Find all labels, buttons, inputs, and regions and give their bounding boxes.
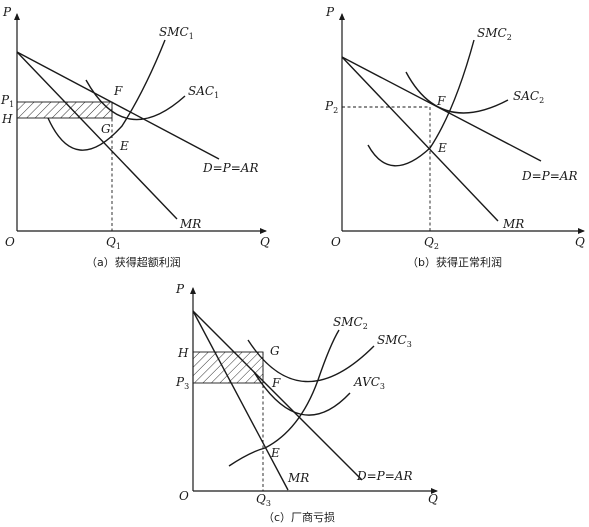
panel-c-mr-label: MR <box>287 471 309 485</box>
panel-c-origin-label: O <box>179 489 189 503</box>
panel-a-quantity-label: Q1 <box>106 235 121 251</box>
panel-b-demand-label: D=P=AR <box>521 169 578 183</box>
panel-c-caption: （c）厂商亏损 <box>263 510 335 524</box>
panel-c-axis-q-label: Q <box>428 492 438 506</box>
panel-a-smc-curve <box>47 39 166 151</box>
panel-c: P Q O SMC2 SMC3 AVC3 D=P=AR MR G F E H P… <box>175 282 438 524</box>
panel-c-price-label: P3 <box>175 375 189 391</box>
panel-a-point-f: F <box>113 84 123 98</box>
panel-c-avc-label: AVC3 <box>353 375 385 391</box>
panel-a-demand-curve <box>16 51 220 160</box>
panel-c-point-f: F <box>271 376 281 390</box>
panel-b-mr-curve <box>341 56 499 222</box>
panel-c-quantity-label: Q3 <box>256 492 271 508</box>
panel-b-axis-p-label: P <box>325 5 335 19</box>
panel-b-mr-label: MR <box>502 217 524 231</box>
panel-a-price-label: P1 <box>0 93 14 109</box>
panel-c-point-g: G <box>270 344 280 358</box>
panel-c-avc-curve <box>253 371 351 416</box>
panel-b-point-e: E <box>437 141 447 155</box>
panel-c-smc-curve <box>228 329 340 467</box>
panel-a-caption: （a）获得超额利润 <box>86 255 181 269</box>
panel-c-mr-curve <box>192 310 289 491</box>
panel-a-point-g: G <box>101 122 111 136</box>
panel-b-caption: （b）获得正常利润 <box>407 255 502 269</box>
panel-c-demand-curve <box>192 310 363 481</box>
panel-c-cost-label: H <box>177 346 189 360</box>
panel-c-point-e: E <box>270 446 280 460</box>
panel-a-profit-area <box>16 101 113 119</box>
panel-b: P Q O SMC2 SAC2 D=P=AR MR F E P2 Q2 （b）获… <box>324 5 585 269</box>
panel-a-sac-curve <box>85 79 186 121</box>
panel-a: P Q O SMC1 SAC1 D=P=AR MR F G E P1 H Q1 … <box>0 5 270 269</box>
panel-b-price-label: P2 <box>324 99 338 115</box>
panel-a-sac-label: SAC1 <box>188 84 219 100</box>
panel-c-loss-area <box>192 351 264 384</box>
panel-b-sac-curve <box>405 71 509 114</box>
panel-a-axis-p-label: P <box>2 5 12 19</box>
panel-b-smc-label: SMC2 <box>477 26 512 42</box>
panel-a-mr-label: MR <box>179 217 201 231</box>
panel-b-quantity-label: Q2 <box>424 235 439 251</box>
panel-a-origin-label: O <box>5 235 15 249</box>
panel-a-smc-label: SMC1 <box>159 25 194 41</box>
panel-c-atc-label: SMC3 <box>377 333 412 349</box>
panel-b-origin-label: O <box>331 235 341 249</box>
panel-c-axis-p-label: P <box>175 282 185 296</box>
panel-c-atc-curve <box>247 339 375 383</box>
panel-a-demand-label: D=P=AR <box>202 161 259 175</box>
panel-a-cost-label: H <box>1 112 13 126</box>
panel-b-smc-curve <box>367 39 475 167</box>
panel-b-sac-label: SAC2 <box>513 89 544 105</box>
panel-c-demand-label: D=P=AR <box>356 469 413 483</box>
panel-a-axis-q-label: Q <box>260 235 270 249</box>
panel-c-smc-label: SMC2 <box>333 315 368 331</box>
panel-b-point-f: F <box>436 94 446 108</box>
panel-b-axis-q-label: Q <box>575 235 585 249</box>
panel-a-mr-curve <box>16 51 178 220</box>
panel-a-point-e: E <box>119 139 129 153</box>
